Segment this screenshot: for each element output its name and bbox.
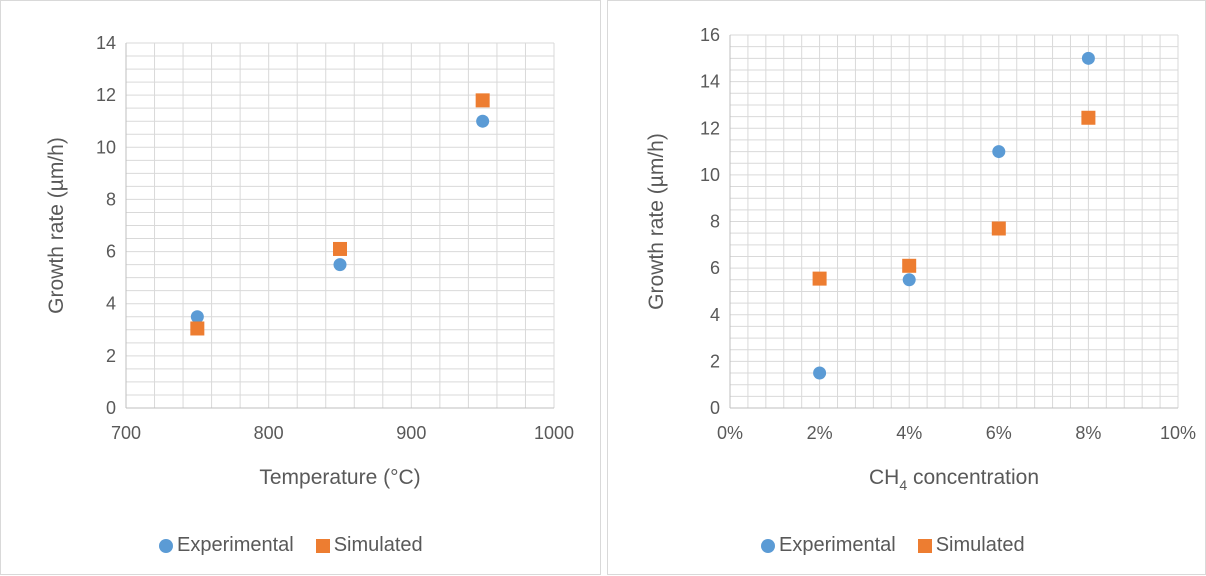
y-tick-label: 8: [710, 212, 720, 232]
data-point-simulated: [991, 221, 1006, 236]
data-point-simulated: [190, 321, 205, 336]
y-tick-label: 14: [96, 33, 116, 53]
chart-legend: Experimental Simulated: [761, 534, 1025, 557]
chart-legend: Experimental Simulated: [159, 534, 423, 557]
data-point-experimental: [333, 258, 347, 272]
x-tick-label: 2%: [807, 423, 833, 443]
legend-item-experimental: Experimental: [761, 534, 896, 557]
x-tick-label: 900: [396, 423, 426, 443]
series-experimental: [813, 51, 1095, 380]
legend-marker-simulated: [315, 538, 330, 553]
data-point-simulated: [475, 93, 490, 108]
legend-item-experimental: Experimental: [159, 534, 294, 557]
data-point-experimental: [813, 366, 827, 380]
y-tick-label: 6: [710, 258, 720, 278]
x-tick-label: 6%: [986, 423, 1012, 443]
gridlines: [126, 42, 555, 408]
chart-ch4-concentration: 0 2 4 6 8 10 12 14 16 0% 2% 4% 6% 8% 10% CH4 concentrat…: [645, 25, 1196, 493]
y-tick-label: 4: [106, 294, 116, 314]
y-tick-label: 0: [106, 398, 116, 418]
data-point-experimental: [992, 145, 1006, 159]
data-point-experimental: [476, 114, 490, 128]
y-tick-label: 10: [700, 165, 720, 185]
data-point-simulated: [902, 258, 917, 273]
y-tick-label: 14: [700, 72, 720, 92]
series-simulated: [812, 110, 1096, 286]
series-experimental: [190, 114, 490, 324]
legend-label-simulated: Simulated: [333, 534, 423, 556]
chart-panel-ch4: 0 2 4 6 8 10 12 14 16 0% 2% 4% 6% 8% 10% CH4 concentrat…: [607, 0, 1206, 575]
data-point-simulated: [1081, 110, 1096, 125]
x-tick-label: 0%: [717, 423, 743, 443]
x-tick-label: 800: [254, 423, 284, 443]
gridlines: [730, 34, 1179, 408]
chart-panel-temperature: 0 2 4 6 8 10 12 14 700 800 900 1000 Temperature (°C)…: [0, 0, 601, 575]
y-tick-label: 10: [96, 137, 116, 157]
y-tick-label: 0: [710, 398, 720, 418]
y-axis-title: Growth rate (µm/h): [45, 137, 68, 314]
x-axis-title: CH4 concentration: [869, 466, 1039, 493]
legend-marker-simulated: [917, 538, 932, 553]
data-point-experimental: [1081, 51, 1095, 65]
y-tick-label: 6: [106, 242, 116, 262]
legend-marker-experimental: [761, 538, 775, 553]
data-point-simulated: [333, 241, 347, 256]
legend-label-experimental: Experimental: [177, 534, 294, 556]
y-tick-label: 2: [710, 351, 720, 371]
x-tick-label: 1000: [534, 423, 574, 443]
y-tick-label: 12: [96, 85, 116, 105]
x-tick-label: 8%: [1075, 423, 1101, 443]
data-point-simulated: [812, 271, 827, 286]
legend-item-simulated: Simulated: [315, 534, 423, 557]
y-tick-label: 12: [700, 118, 720, 138]
y-axis-title: Growth rate (µm/h): [645, 133, 668, 310]
x-tick-label: 4%: [896, 423, 922, 443]
chart-temperature: 0 2 4 6 8 10 12 14 700 800 900 1000 Temperature (°C)…: [45, 33, 574, 489]
y-tick-label: 4: [710, 305, 720, 325]
x-tick-label: 10%: [1160, 423, 1196, 443]
data-point-experimental: [190, 310, 204, 324]
legend-item-simulated: Simulated: [917, 534, 1025, 557]
y-tick-label: 2: [106, 346, 116, 366]
x-axis-title: Temperature (°C): [259, 466, 420, 489]
legend-marker-experimental: [159, 538, 173, 553]
legend-label-experimental: Experimental: [779, 534, 896, 556]
series-simulated: [190, 93, 490, 336]
y-tick-label: 16: [700, 25, 720, 45]
y-tick-label: 8: [106, 189, 116, 209]
data-point-experimental: [902, 273, 916, 287]
x-tick-label: 700: [111, 423, 141, 443]
legend-label-simulated: Simulated: [935, 534, 1025, 556]
